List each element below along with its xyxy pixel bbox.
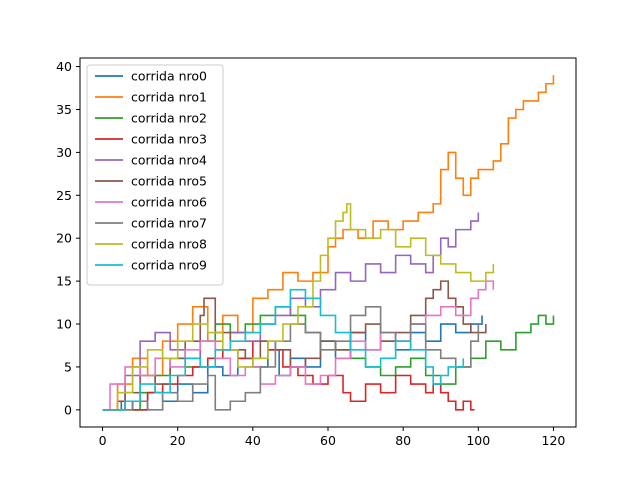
legend-label: corrida nro2 bbox=[131, 111, 207, 126]
legend-label: corrida nro9 bbox=[131, 258, 207, 273]
y-tick-label: 35 bbox=[56, 102, 72, 117]
x-axis: 0 20 40 60 80 100 120 bbox=[99, 427, 566, 448]
legend-label: corrida nro7 bbox=[131, 216, 207, 231]
x-tick-label: 100 bbox=[466, 433, 490, 448]
y-tick-label: 15 bbox=[56, 274, 72, 289]
y-axis: 0 5 10 15 20 25 30 35 40 bbox=[56, 59, 80, 417]
series-line-7 bbox=[102, 306, 480, 411]
x-tick-label: 0 bbox=[99, 433, 107, 448]
x-tick-label: 60 bbox=[320, 433, 336, 448]
series-lines bbox=[102, 75, 555, 411]
series-line-5 bbox=[102, 280, 487, 411]
y-tick-label: 10 bbox=[56, 317, 72, 332]
legend-label: corrida nro8 bbox=[131, 237, 207, 252]
series-line-9 bbox=[102, 288, 465, 411]
series-line-1 bbox=[102, 75, 555, 411]
legend-label: corrida nro4 bbox=[131, 153, 207, 168]
legend-label: corrida nro1 bbox=[131, 90, 207, 105]
series-line-8 bbox=[102, 203, 495, 411]
legend-label: corrida nro6 bbox=[131, 195, 207, 210]
y-tick-label: 30 bbox=[56, 145, 72, 160]
x-tick-label: 120 bbox=[542, 433, 566, 448]
legend-label: corrida nro0 bbox=[131, 69, 207, 84]
x-tick-label: 40 bbox=[245, 433, 261, 448]
y-tick-label: 20 bbox=[56, 231, 72, 246]
legend-label: corrida nro5 bbox=[131, 174, 207, 189]
y-tick-label: 40 bbox=[56, 59, 72, 74]
y-tick-label: 5 bbox=[64, 359, 72, 374]
y-tick-label: 25 bbox=[56, 188, 72, 203]
y-tick-label: 0 bbox=[64, 402, 72, 417]
x-tick-label: 80 bbox=[395, 433, 411, 448]
legend-label: corrida nro3 bbox=[131, 132, 207, 147]
series-line-6 bbox=[102, 280, 495, 411]
legend: corrida nro0 corrida nro1 corrida nro2 corr… bbox=[86, 64, 224, 286]
x-tick-label: 20 bbox=[170, 433, 186, 448]
legend-box bbox=[86, 64, 224, 286]
